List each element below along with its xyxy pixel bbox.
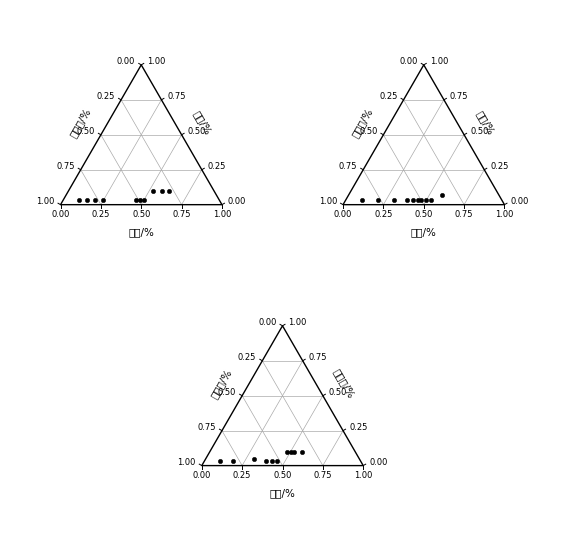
Text: 0.75: 0.75	[197, 423, 216, 431]
Text: 0.00: 0.00	[510, 197, 529, 206]
Text: 甲醇/%: 甲醇/%	[411, 227, 437, 237]
Text: 0.75: 0.75	[338, 162, 357, 171]
Text: 1.00: 1.00	[36, 197, 55, 206]
Text: 0.25: 0.25	[349, 423, 367, 431]
Text: 0.50: 0.50	[470, 127, 489, 136]
Text: 0.00: 0.00	[258, 318, 276, 327]
Text: 环己烷/%: 环己烷/%	[332, 367, 356, 400]
Text: 1.00: 1.00	[430, 57, 448, 66]
Text: 甲醇/%: 甲醇/%	[270, 488, 295, 498]
Text: 1.00: 1.00	[496, 210, 514, 220]
Text: 0.00: 0.00	[117, 57, 135, 66]
Text: 0.75: 0.75	[167, 92, 186, 101]
Text: 0.75: 0.75	[308, 353, 327, 362]
Text: 1.00: 1.00	[177, 458, 196, 466]
Text: 大豆油/%: 大豆油/%	[209, 367, 233, 400]
Text: 0.50: 0.50	[273, 471, 292, 480]
Text: 1.00: 1.00	[289, 318, 307, 327]
Text: 甲醇/%: 甲醇/%	[128, 227, 154, 237]
Text: 1.00: 1.00	[147, 57, 166, 66]
Text: 0.00: 0.00	[193, 471, 211, 480]
Text: 0.25: 0.25	[379, 92, 398, 101]
Text: 0.50: 0.50	[188, 127, 206, 136]
Text: 大豆油/%: 大豆油/%	[68, 106, 92, 139]
Text: 0.25: 0.25	[208, 162, 226, 171]
Text: 0.50: 0.50	[329, 388, 347, 397]
Text: 0.75: 0.75	[314, 471, 332, 480]
Text: 0.25: 0.25	[233, 471, 251, 480]
Text: 0.75: 0.75	[56, 162, 75, 171]
Text: 0.75: 0.75	[172, 210, 191, 220]
Text: 0.00: 0.00	[51, 210, 69, 220]
Text: 0.25: 0.25	[92, 210, 110, 220]
Text: 0.25: 0.25	[238, 353, 257, 362]
Text: 0.25: 0.25	[490, 162, 509, 171]
Text: 1.00: 1.00	[213, 210, 231, 220]
Text: 0.75: 0.75	[450, 92, 468, 101]
Text: 0.00: 0.00	[228, 197, 246, 206]
Text: 0.00: 0.00	[399, 57, 418, 66]
Text: 0.50: 0.50	[415, 210, 433, 220]
Text: 0.25: 0.25	[97, 92, 115, 101]
Text: 0.75: 0.75	[455, 210, 473, 220]
Text: 乙醇/%: 乙醇/%	[474, 109, 496, 136]
Text: 糊精/%: 糊精/%	[192, 109, 214, 136]
Text: 0.50: 0.50	[359, 127, 377, 136]
Text: 0.00: 0.00	[369, 458, 388, 466]
Text: 0.50: 0.50	[76, 127, 95, 136]
Text: 大豆油/%: 大豆油/%	[350, 106, 375, 139]
Text: 0.50: 0.50	[218, 388, 236, 397]
Text: 1.00: 1.00	[354, 471, 372, 480]
Text: 0.00: 0.00	[334, 210, 352, 220]
Text: 1.00: 1.00	[319, 197, 337, 206]
Text: 0.25: 0.25	[374, 210, 393, 220]
Text: 0.50: 0.50	[132, 210, 150, 220]
